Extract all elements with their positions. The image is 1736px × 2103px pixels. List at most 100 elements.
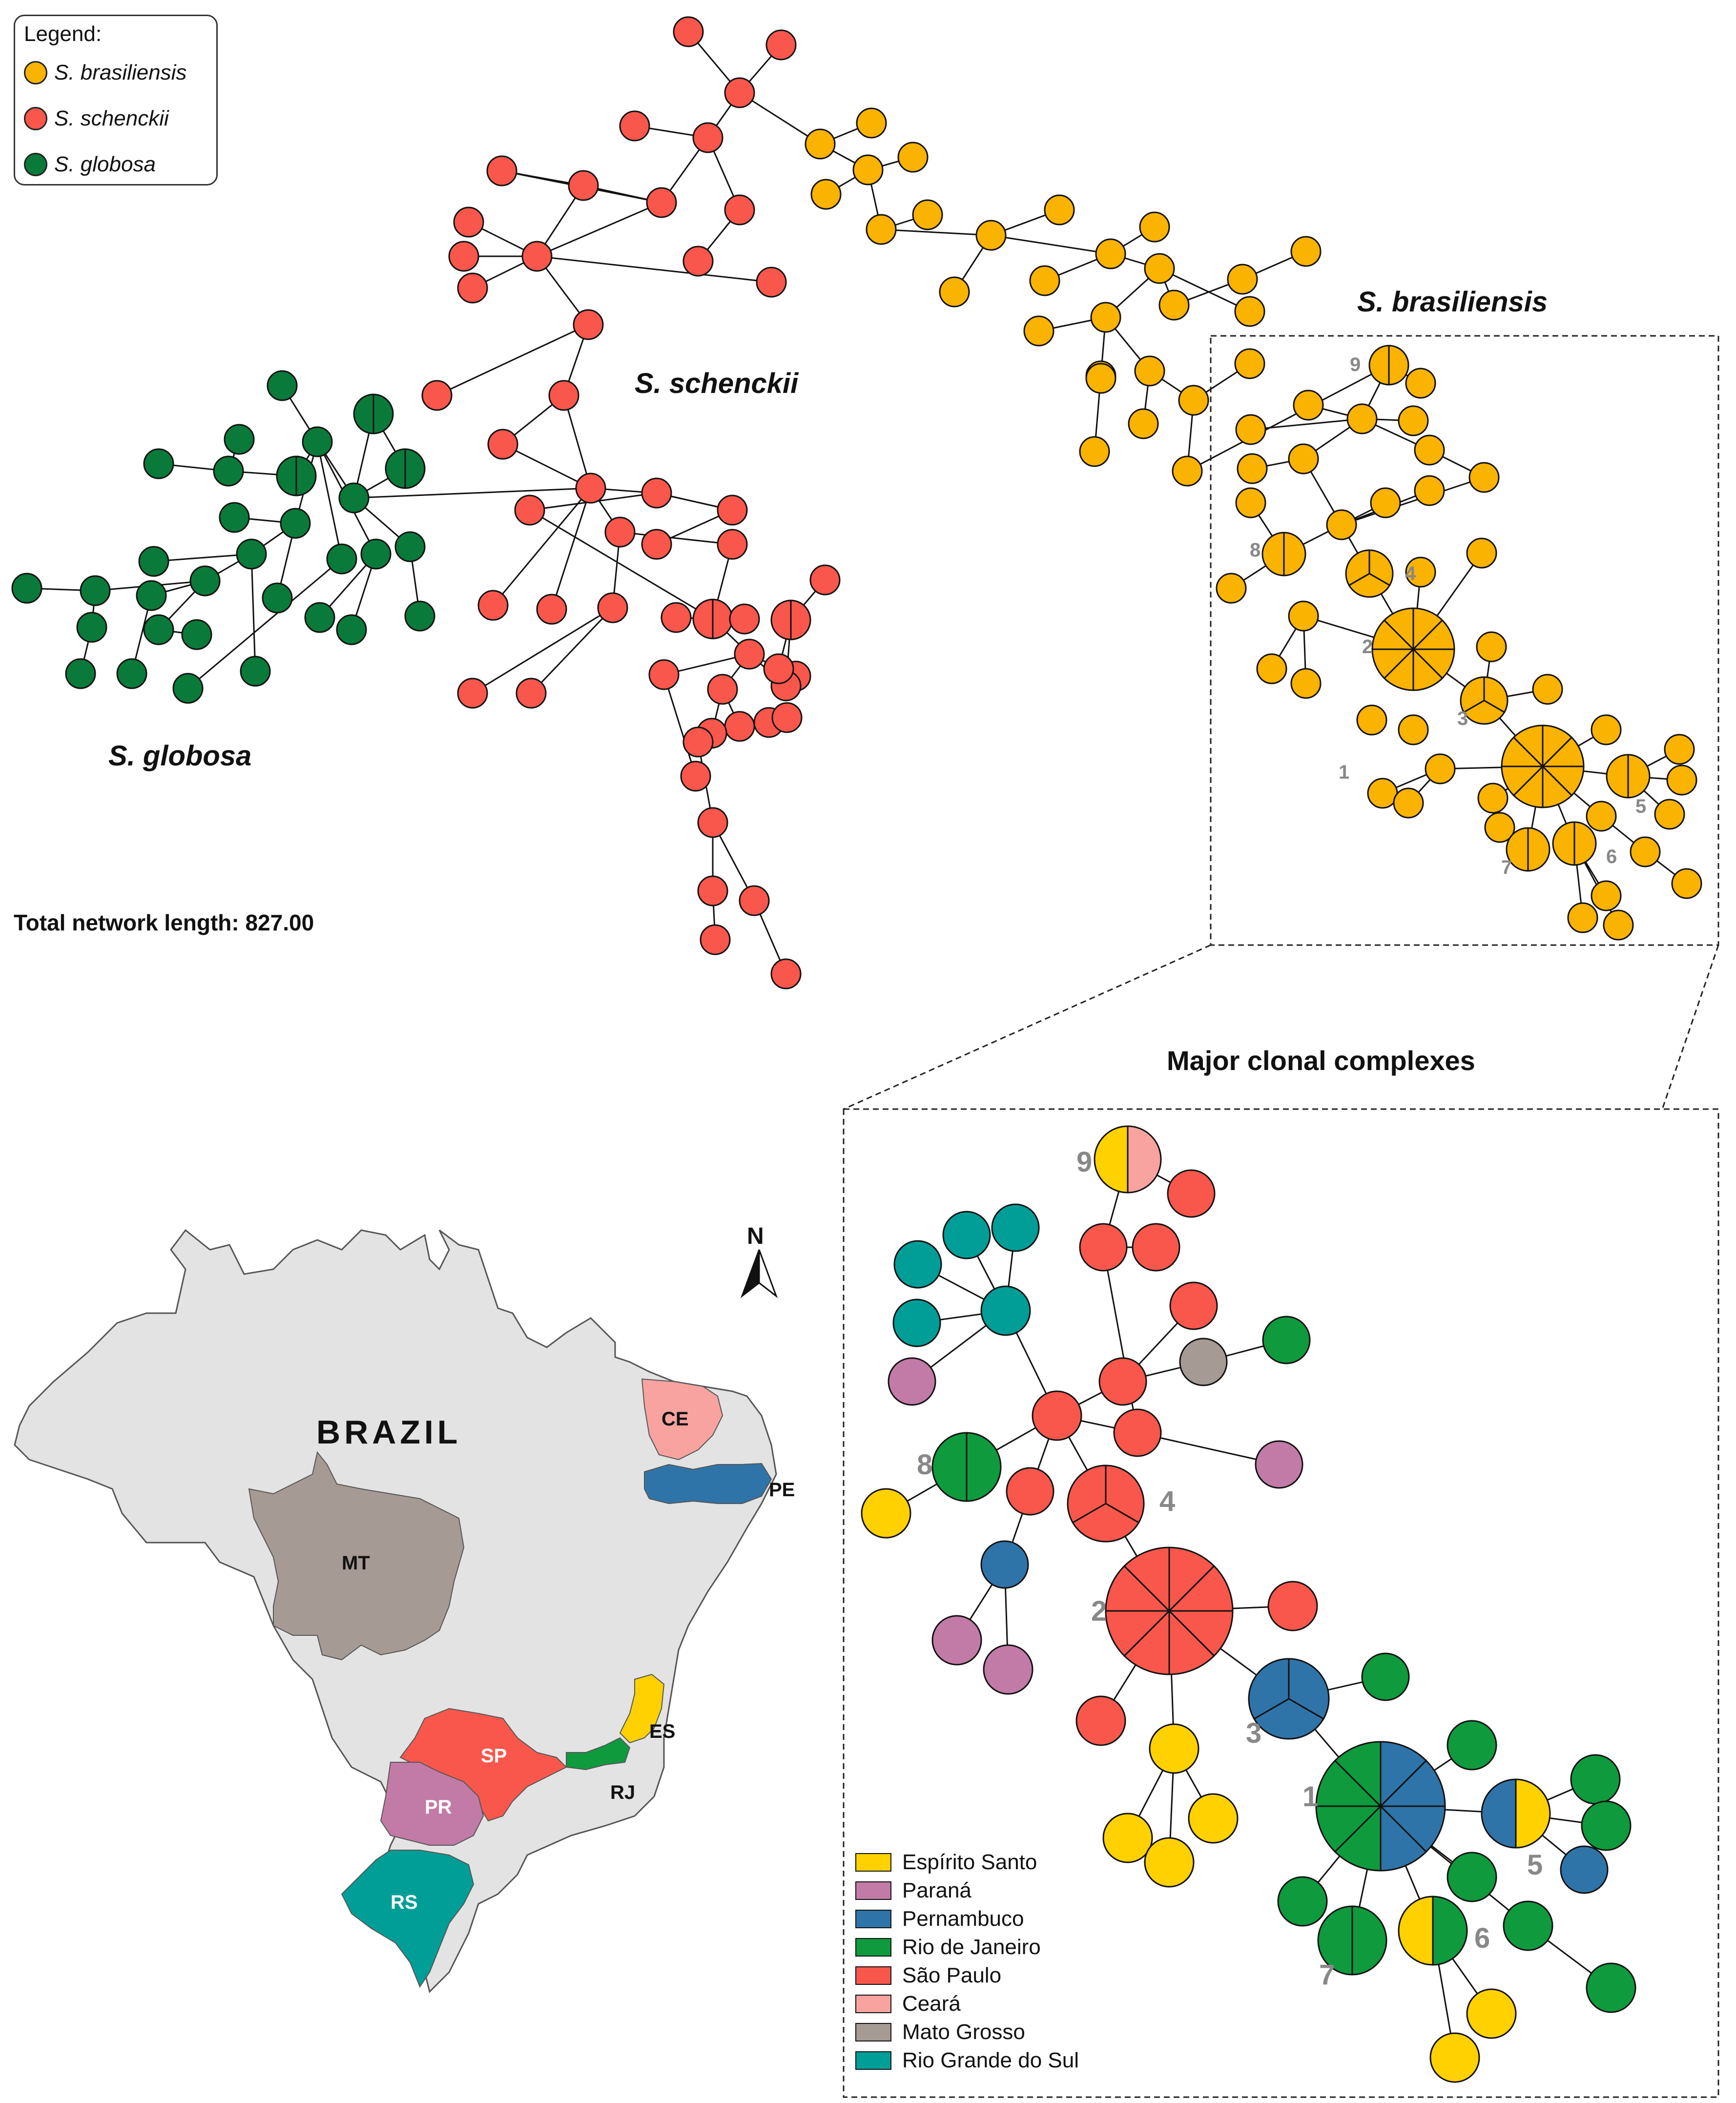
haplotype-node-slice: [353, 393, 374, 434]
complex-node: [888, 1357, 936, 1406]
swatch-icon: [855, 1910, 891, 1928]
swatch-icon: [855, 1995, 891, 2013]
haplotype-node: [1139, 211, 1170, 243]
haplotype-node: [604, 516, 636, 548]
complex-node-slice: [1481, 1778, 1517, 1849]
haplotype-node: [809, 564, 841, 596]
haplotype-node: [267, 370, 298, 401]
haplotype-node: [1405, 368, 1436, 399]
haplotype-node: [1090, 302, 1121, 333]
network-edge: [1341, 476, 1485, 526]
complex-node: [1586, 1962, 1636, 2013]
complex-node-slice: [966, 1432, 1002, 1502]
haplotype-node: [1235, 414, 1266, 445]
state-legend-label: Rio Grande do Sul: [902, 2048, 1079, 2072]
haplotype-node: [641, 529, 672, 560]
haplotype-node: [487, 429, 518, 460]
state-legend-label: Paraná: [902, 1878, 971, 1902]
haplotype-node: [224, 424, 255, 455]
complex-node: [893, 1240, 942, 1289]
haplotype-node-slice: [1573, 821, 1597, 866]
haplotype-node: [619, 110, 650, 142]
network-edge: [530, 607, 614, 694]
network-edge: [492, 488, 592, 606]
haplotype-node: [682, 726, 714, 758]
haplotype-node: [143, 614, 174, 645]
label-brasiliensis: S. brasiliensis: [1357, 286, 1548, 318]
haplotype-node-slice: [1345, 549, 1370, 587]
haplotype-node: [648, 659, 680, 690]
haplotype-node: [1044, 194, 1075, 226]
complex-node: [1113, 1408, 1162, 1457]
haplotype-node: [236, 538, 267, 570]
haplotype-node: [661, 602, 692, 633]
haplotype-node: [1532, 674, 1563, 705]
haplotype-node: [1290, 668, 1322, 699]
haplotype-node: [336, 614, 367, 645]
haplotype-node: [213, 455, 244, 487]
haplotype-node: [697, 875, 728, 907]
haplotype-node: [304, 602, 335, 633]
network-edge: [551, 488, 592, 610]
haplotype-node: [805, 128, 836, 160]
haplotype-node: [477, 590, 509, 621]
haplotype-node-slice: [1460, 676, 1485, 714]
haplotype-node: [575, 473, 606, 504]
network-edge: [1187, 364, 1389, 472]
complex-node: [1032, 1390, 1082, 1441]
state-legend-label: Mato Grosso: [902, 2020, 1025, 2044]
state-legend-item: Espírito Santo: [855, 1848, 1037, 1876]
haplotype-node: [1023, 315, 1054, 347]
haplotype-node: [646, 187, 677, 218]
haplotype-node: [394, 531, 426, 562]
state-legend-item: Ceará: [855, 1990, 961, 2018]
state-region-pe: [644, 1463, 772, 1505]
state-region-ce: [641, 1378, 723, 1461]
haplotype-node: [763, 653, 794, 684]
legend-dot-icon: [24, 107, 47, 130]
haplotype-node: [1664, 734, 1695, 765]
network-edge: [563, 395, 592, 489]
state-region-rs: [341, 1850, 475, 1988]
haplotype-node: [1414, 475, 1445, 506]
haplotype-node: [1128, 408, 1159, 439]
zoom-box-bottom: [843, 1108, 1719, 2098]
haplotype-node-slice: [295, 455, 317, 496]
haplotype-node: [1227, 264, 1258, 295]
complex-node-slice: [1315, 1759, 1383, 1807]
network-edge: [1250, 418, 1363, 431]
haplotype-node: [1234, 348, 1265, 379]
complex-node-slice: [1398, 1896, 1434, 1966]
haplotype-node: [1256, 653, 1287, 684]
complex-node-slice: [1334, 1804, 1382, 1872]
state-legend-item: Rio de Janeiro: [855, 1933, 1041, 1961]
network-edge: [529, 509, 713, 620]
haplotype-node: [1398, 405, 1429, 436]
haplotype-node-slice: [1261, 532, 1285, 577]
network-edge: [881, 228, 992, 236]
haplotype-node: [1370, 487, 1401, 518]
haplotype-node: [717, 529, 748, 560]
haplotype-node: [516, 678, 547, 709]
complex-node: [1447, 1852, 1497, 1902]
complex-node: [1169, 1281, 1218, 1330]
complex-node-slice: [1317, 1905, 1353, 1976]
haplotype-node: [856, 107, 887, 139]
complex-node-slice: [1351, 1905, 1387, 1976]
complex-node-slice: [1380, 1804, 1427, 1872]
complex-number-label: 2: [1362, 636, 1373, 658]
haplotype-node: [1393, 787, 1424, 819]
complex-node: [980, 1540, 1029, 1589]
state-legend-item: São Paulo: [855, 1961, 1001, 1990]
complex-node-slice: [1094, 1125, 1129, 1194]
haplotype-node: [1158, 289, 1190, 321]
haplotype-node: [1398, 714, 1429, 745]
complex-node-slice: [1334, 1741, 1382, 1808]
haplotype-node: [1288, 443, 1319, 474]
legend-item-brasiliensis: S. brasiliensis: [24, 58, 186, 87]
complex-node-slice: [1432, 1896, 1468, 1966]
major-complexes-title: Major clonal complexes: [1167, 1045, 1475, 1076]
haplotype-node: [457, 678, 488, 709]
state-region-pr: [380, 1762, 484, 1846]
complex-node: [1466, 1988, 1517, 2039]
